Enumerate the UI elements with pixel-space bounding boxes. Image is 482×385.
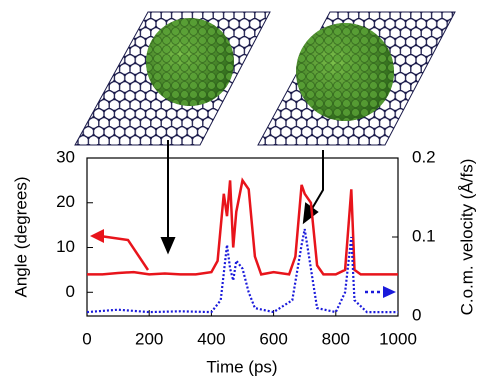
- y2-axis-label: C.o.m. velocity (Å/fs): [457, 159, 476, 316]
- y-axis-label: Angle (degrees): [11, 177, 30, 298]
- y-tick-label: 20: [56, 192, 75, 211]
- y2-tick-label: 0.1: [412, 226, 436, 245]
- series-arrows: [90, 229, 396, 298]
- graphene-right: [258, 12, 455, 145]
- x-axis-label: Time (ps): [206, 357, 277, 376]
- y2-tick-label: 0.2: [412, 147, 436, 166]
- y2-tick-label: 0: [412, 305, 421, 324]
- x-tick-label: 200: [135, 329, 163, 348]
- y-tick-label: 0: [66, 282, 75, 301]
- series-line: [87, 180, 398, 274]
- pointer-arrows: [162, 140, 323, 252]
- x-tick-label: 800: [322, 329, 350, 348]
- figure: Time (ps) Angle (degrees) C.o.m. velocit…: [0, 0, 482, 380]
- x-tick-label: 400: [197, 329, 225, 348]
- series-line: [87, 229, 398, 312]
- y-tick-label: 10: [56, 237, 75, 256]
- graphene-left: [75, 12, 270, 145]
- y-tick-label: 30: [56, 147, 75, 166]
- x-tick-label: 1000: [379, 329, 417, 348]
- x-tick-label: 600: [259, 329, 287, 348]
- x-tick-label: 0: [82, 329, 91, 348]
